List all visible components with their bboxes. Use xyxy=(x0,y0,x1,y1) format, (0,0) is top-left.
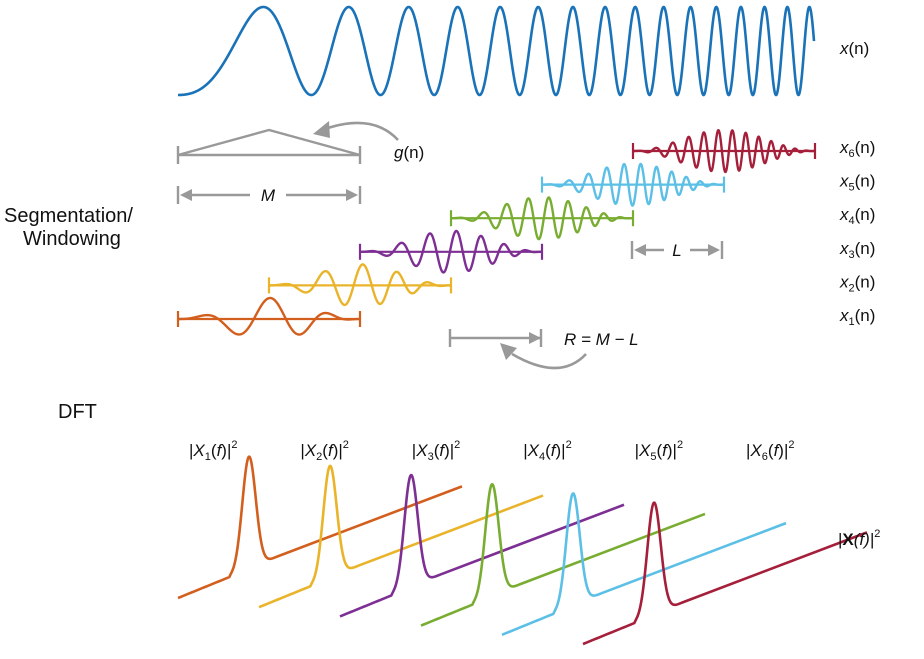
spectrum-curve-1 xyxy=(177,455,463,600)
segment-waveform-1 xyxy=(178,296,360,336)
window-arrow xyxy=(321,121,399,141)
chirp-signal-waveform xyxy=(178,5,816,97)
dft-title: DFT xyxy=(58,401,97,423)
spectrum-curve-3 xyxy=(339,473,625,618)
segment-waveform-3 xyxy=(360,229,542,274)
segment-label-3: x3(n) xyxy=(839,239,875,261)
segment-waveform-6 xyxy=(633,128,815,174)
segment-length-marker xyxy=(176,186,362,204)
segment-length-label: M xyxy=(261,186,276,205)
l-arrowhead-right xyxy=(708,244,720,256)
hop-marker xyxy=(448,329,543,347)
spectrogram-matrix-label: |X(f)|2 xyxy=(838,528,880,549)
segment-spectra xyxy=(177,455,868,646)
spectrum-label-6: |X6(f)|2 xyxy=(746,439,795,463)
segment-label-1: x1(n) xyxy=(839,306,875,328)
signal-label: x(n) xyxy=(839,39,869,58)
spectrum-label-2: |X2(f)|2 xyxy=(300,439,349,463)
windowing-title-line2: Windowing xyxy=(23,228,121,250)
window-arrowhead xyxy=(313,121,330,138)
segment-waveform-2 xyxy=(269,263,451,307)
m-arrowhead-left xyxy=(180,189,192,201)
segment-label-2: x2(n) xyxy=(839,272,875,294)
window-function xyxy=(176,128,362,164)
windowing-title: Segmentation/ xyxy=(4,205,133,227)
m-arrowhead-right xyxy=(346,189,358,201)
spectrum-curve-5 xyxy=(501,492,787,637)
spectrum-curve-4 xyxy=(420,482,706,627)
windowed-segments xyxy=(176,128,817,336)
spectrum-label-4: |X4(f)|2 xyxy=(523,439,572,463)
spectrum-label-5: |X5(f)|2 xyxy=(635,439,684,463)
segment-label-6: x6(n) xyxy=(839,138,875,160)
l-arrowhead-left xyxy=(634,244,646,256)
spectrum-curve-6 xyxy=(582,501,868,646)
segment-labels: x1(n) x2(n) x3(n) x4(n) x5(n) x6(n) xyxy=(839,138,875,328)
hop-label: R = M − L xyxy=(564,330,639,349)
spectrum-label-1: |X1(f)|2 xyxy=(189,439,238,463)
overlap-label: L xyxy=(672,241,681,260)
window-label: g(n) xyxy=(394,143,424,162)
segment-label-4: x4(n) xyxy=(839,205,875,227)
hop-arrow xyxy=(511,352,587,370)
segment-label-5: x5(n) xyxy=(839,172,875,194)
segment-waveform-5 xyxy=(542,162,724,207)
segment-waveform-4 xyxy=(451,196,633,241)
spectrum-labels: |X1(f)|2 |X2(f)|2 |X3(f)|2 |X4(f)|2 |X5(f)|2… xyxy=(189,439,795,463)
spectrum-curve-2 xyxy=(258,464,544,609)
spectrum-label-3: |X3(f)|2 xyxy=(412,439,461,463)
r-arrowhead xyxy=(529,332,541,344)
hop-arrowhead xyxy=(500,343,517,360)
